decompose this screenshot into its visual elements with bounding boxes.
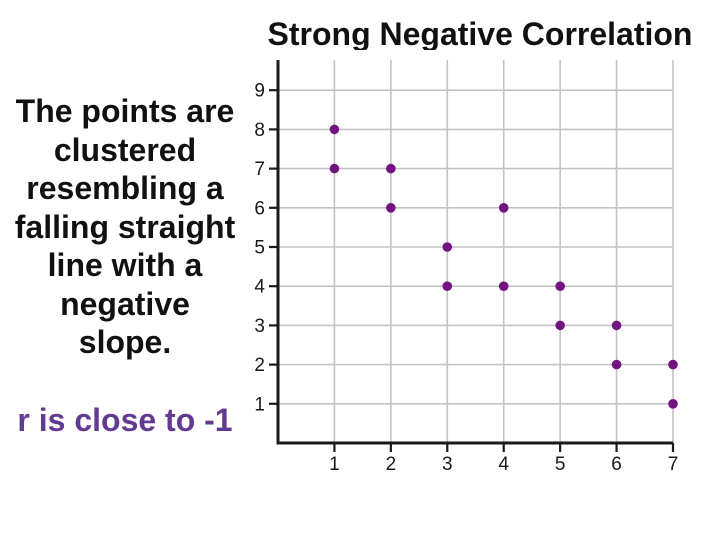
data-point (442, 242, 453, 252)
body-text: The points are clustered resembling a fa… (14, 93, 236, 360)
slide-title: Strong Negative Correlation (267, 16, 693, 52)
y-tick-label: 5 (254, 238, 265, 259)
data-point (668, 399, 678, 409)
x-tick-label: 2 (386, 454, 397, 475)
y-tick-label: 3 (254, 316, 265, 337)
data-point (329, 124, 340, 135)
y-tick-label: 7 (254, 159, 265, 180)
data-point (611, 320, 622, 331)
y-tick-label: 9 (254, 81, 265, 102)
data-point (442, 281, 453, 291)
scatter-plot: 1 2 3 4 5 6 7 8 9 1 2 3 4 5 6 7 (236, 50, 698, 480)
data-point (386, 163, 396, 174)
y-tick-label: 4 (254, 277, 265, 298)
data-point (498, 281, 509, 291)
y-tick-label: 1 (254, 394, 265, 415)
data-point (668, 359, 678, 370)
x-tick-label: 7 (668, 454, 679, 475)
scatter-plot-svg: 1 2 3 4 5 6 7 8 9 1 2 3 4 5 6 7 (254, 60, 679, 475)
r-value-note: r is close to -1 (17, 402, 233, 438)
data-point (611, 359, 622, 370)
x-tick-label: 6 (611, 454, 622, 475)
data-point (555, 281, 565, 291)
x-tick-label: 1 (329, 454, 340, 475)
data-point (386, 203, 396, 213)
y-tick-label: 6 (254, 198, 265, 219)
data-point (498, 203, 509, 213)
y-tick-label: 2 (254, 355, 265, 376)
x-tick-label: 3 (442, 454, 453, 475)
data-point (555, 320, 565, 331)
data-point (329, 163, 340, 174)
y-tick-label: 8 (254, 120, 265, 141)
x-tick-label: 5 (555, 454, 566, 475)
x-tick-label: 4 (498, 454, 509, 475)
